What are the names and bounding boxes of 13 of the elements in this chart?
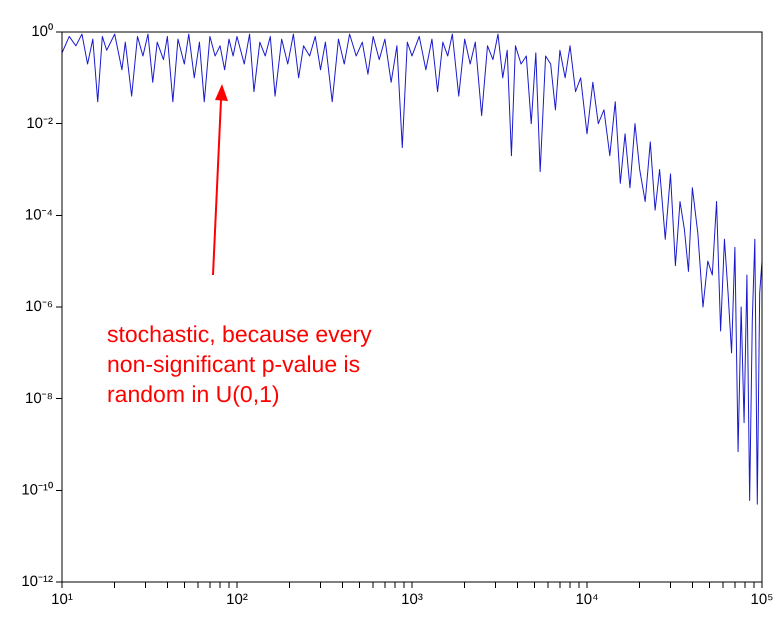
y-tick-label: 10⁻⁶	[25, 298, 53, 316]
x-tick-label: 10³	[401, 591, 423, 608]
annotation: stochastic, because every non-significant p-value is random in U(0,1)	[107, 320, 372, 407]
x-tick-label: 10⁴	[575, 591, 599, 608]
y-tick-label: 10⁻²	[26, 114, 53, 132]
x-tick-label: 10²	[226, 591, 248, 608]
y-tick-label: 10⁻⁸	[24, 390, 53, 407]
x-tick-label: 10¹	[51, 591, 73, 608]
y-tick-label: 10⁻¹⁰	[21, 481, 53, 498]
y-tick-label: 10⁻¹²	[21, 573, 53, 590]
y-tick-label: 10⁰	[31, 23, 53, 40]
x-tick-label: 10⁵	[750, 591, 774, 608]
y-tick-label: 10⁻⁴	[24, 206, 53, 224]
